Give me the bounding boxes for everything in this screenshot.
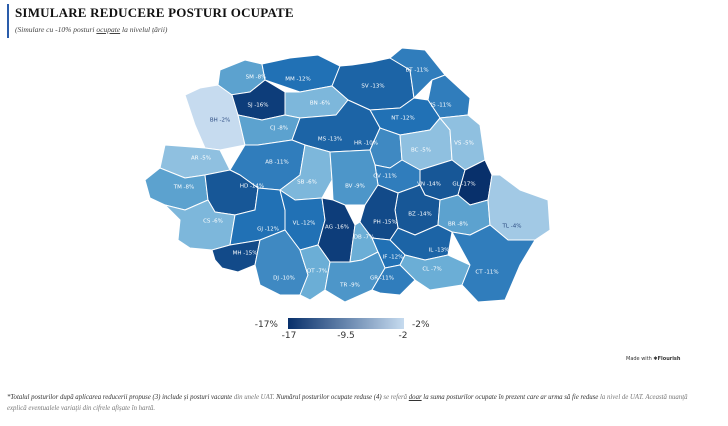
county-label-is: IS -11% <box>430 103 451 109</box>
credit-prefix: Made with <box>626 356 654 362</box>
page-subtitle: (Simulare cu -10% posturi ocupate la niv… <box>15 25 315 34</box>
subtitle-text: (Simulare cu -10% posturi <box>15 25 97 34</box>
county-label-ag: AG -16% <box>325 225 349 231</box>
county-label-ab: AB -11% <box>265 160 289 166</box>
county-label-bz: BZ -14% <box>408 212 432 218</box>
footnote-part-1: *Totalul posturilor după aplicarea reduc… <box>7 394 234 401</box>
county-label-bh: BH -2% <box>210 118 230 124</box>
county-label-bn: BN -6% <box>310 101 330 107</box>
county-label-ct: CT -11% <box>475 270 498 276</box>
county-label-tr: TR -9% <box>339 283 360 289</box>
county-label-sm: SM -8% <box>246 75 267 81</box>
county-label-sb: SB -6% <box>297 180 317 186</box>
legend-max-label: -2% <box>412 320 430 330</box>
county-label-hd: HD -14% <box>240 184 264 190</box>
county-label-ar: AR -5% <box>191 156 211 162</box>
county-label-mh: MH -15% <box>233 251 258 257</box>
county-label-sv: SV -13% <box>361 84 384 90</box>
county-label-dj: DJ -10% <box>273 276 295 282</box>
county-label-ms: MS -13% <box>318 137 342 143</box>
county-label-mm: MM -12% <box>285 77 310 83</box>
county-label-cv: CV -11% <box>373 174 397 180</box>
footnote-part-6: la suma posturilor ocupate în prezent ca… <box>421 394 601 401</box>
county-label-vs: VS -5% <box>454 141 474 147</box>
county-label-if: IF -12% <box>383 255 404 261</box>
county-label-db: DB -7% <box>354 235 374 241</box>
county-label-tm: TM -8% <box>173 185 195 191</box>
county-label-vn: VN -14% <box>417 182 441 188</box>
header: SIMULARE REDUCERE POSTURI OCUPATE (Simul… <box>7 4 315 38</box>
county-ot[interactable] <box>299 244 331 301</box>
footnote-part-4: se referă <box>383 394 409 401</box>
legend-min-label: -17% <box>255 320 279 330</box>
county-label-gl: GL -17% <box>452 182 475 188</box>
page-title: SIMULARE REDUCERE POSTURI OCUPATE <box>15 5 294 20</box>
county-labels-layer: SM -8% MM -12% SV -13% BT -11% SJ -16% BN -6%… <box>173 68 522 289</box>
county-label-cs: CS -6% <box>203 219 223 225</box>
legend-tick-max: -2 <box>399 331 408 341</box>
county-label-gj: GJ -12% <box>257 227 279 233</box>
county-label-bc: BC -5% <box>411 148 431 154</box>
legend-tick-mid: -9.5 <box>337 331 355 341</box>
county-gr[interactable] <box>371 264 416 296</box>
footnote-part-3: Numărul posturilor ocupate reduse (4) <box>274 394 384 401</box>
county-label-bv: BV -9% <box>345 184 365 190</box>
county-tl[interactable] <box>487 174 551 241</box>
county-mh[interactable] <box>211 239 261 273</box>
county-label-sj: SJ -16% <box>247 103 268 109</box>
credit-brand: Flourish <box>657 356 681 362</box>
legend-gradient-bar <box>288 318 404 329</box>
color-legend: -17% -2% -17 -9.5 -2 <box>255 318 430 341</box>
flourish-logo-icon: ✱ <box>653 356 658 362</box>
county-label-vl: VL -12% <box>293 221 316 227</box>
county-label-ph: PH -15% <box>373 220 396 226</box>
subtitle-underlined: ocupate <box>96 25 121 34</box>
footnote-part-2: din unele UAT. <box>233 394 275 401</box>
county-label-ot: OT -7% <box>307 269 327 275</box>
county-label-cj: CJ -8% <box>270 126 288 132</box>
county-label-tl: TL -4% <box>502 224 522 230</box>
county-ct[interactable] <box>451 224 536 303</box>
flourish-credit[interactable]: Made with ✱Flourish <box>626 356 680 362</box>
county-label-cl: CL -7% <box>422 267 441 273</box>
counties-layer <box>144 47 551 303</box>
county-label-nt: NT -12% <box>391 116 414 122</box>
legend-tick-min: -17 <box>282 331 297 341</box>
county-label-gr: GR -11% <box>370 276 394 282</box>
county-label-hr: HR -10% <box>354 141 378 147</box>
footnote-part-7: la nivel de UAT. Această nuanță explică … <box>7 394 688 412</box>
county-label-il: IL -13% <box>429 248 450 254</box>
subtitle-text-end: la nivelul țării) <box>120 25 168 34</box>
footnote-part-5: doar <box>408 394 422 401</box>
county-label-bt: BT -11% <box>405 68 428 74</box>
footnote: *Totalul posturilor după aplicarea reduc… <box>7 392 707 414</box>
county-label-br: BR -8% <box>448 222 468 228</box>
